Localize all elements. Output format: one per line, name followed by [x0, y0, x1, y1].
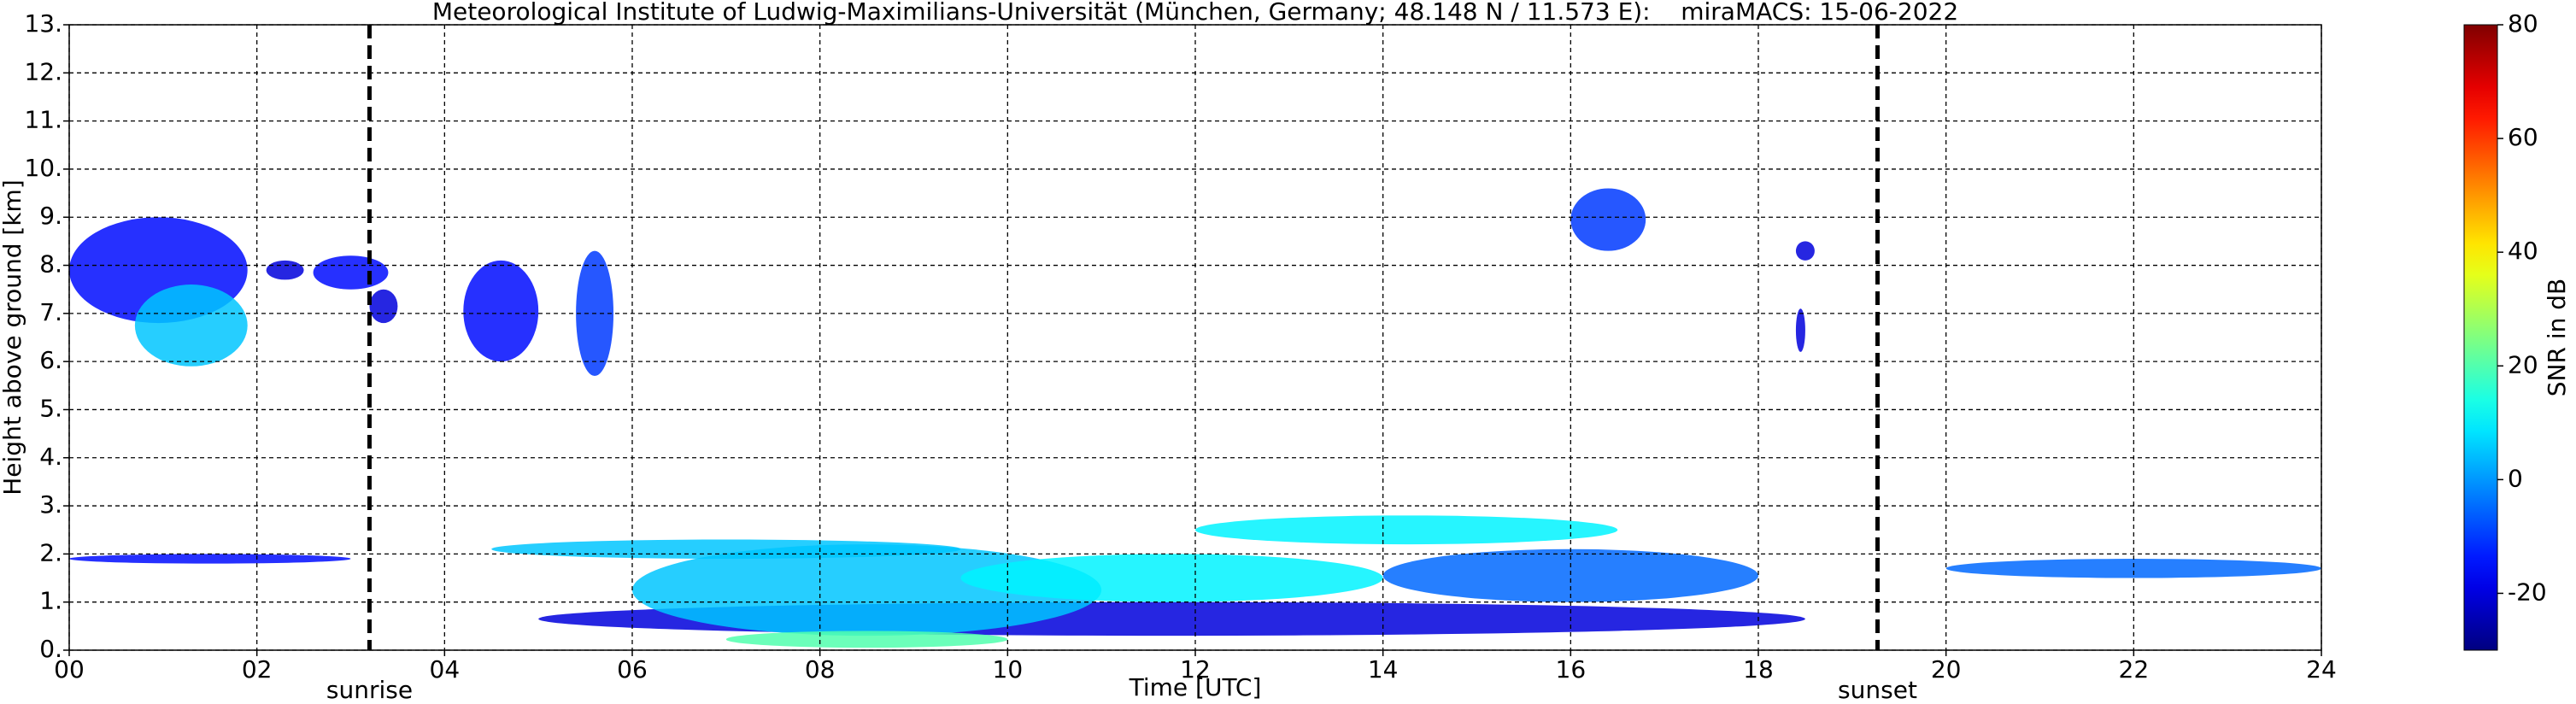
y-tick-label: 13. — [24, 9, 62, 38]
x-tick-label: 14 — [1368, 655, 1399, 683]
y-tick-label: 7. — [39, 298, 62, 326]
echo-region — [313, 255, 389, 290]
colorbar — [2463, 24, 2498, 651]
echo-region — [369, 289, 398, 324]
echo-region — [1945, 559, 2321, 578]
y-tick-label: 6. — [39, 346, 62, 374]
y-tick-label: 3. — [39, 490, 62, 519]
x-tick-label: 06 — [617, 655, 648, 683]
x-tick-label: 22 — [2119, 655, 2150, 683]
x-tick-label: 24 — [2306, 655, 2337, 683]
y-tick-label: 9. — [39, 202, 62, 230]
echo-region — [725, 631, 1008, 648]
colorbar-tick-label: 20 — [2508, 350, 2538, 378]
x-tick-label: 08 — [805, 655, 836, 683]
x-tick-label: 12 — [1180, 655, 1211, 683]
colorbar-label: SNR in dB — [2543, 279, 2571, 396]
y-tick-label: 4. — [39, 443, 62, 471]
y-tick-label: 8. — [39, 250, 62, 279]
echo-region — [1795, 241, 1815, 261]
plot-frame — [68, 24, 2322, 651]
x-tick-label: 18 — [1743, 655, 1774, 683]
echo-region — [134, 285, 248, 367]
echo-region — [1570, 188, 1646, 251]
echo-region — [1195, 515, 1618, 545]
echo-region — [1795, 308, 1805, 352]
y-tick-label: 0. — [39, 635, 62, 663]
x-tick-label: 00 — [54, 655, 85, 683]
colorbar-tick-label: 60 — [2508, 123, 2538, 151]
echo-region — [1382, 549, 1758, 602]
echo-region — [69, 554, 351, 564]
echo-region — [960, 554, 1383, 602]
colorbar-tick-label: 0 — [2508, 464, 2523, 492]
colorbar-tick-label: -20 — [2508, 578, 2547, 606]
y-tick-label: 5. — [39, 394, 62, 422]
x-tick-label: 04 — [430, 655, 461, 683]
x-tick-label: 16 — [1556, 655, 1587, 683]
x-axis-label: Time [UTC] — [1129, 673, 1262, 701]
annotation-label: sunset — [1838, 676, 1917, 704]
x-tick-label: 20 — [1931, 655, 1962, 683]
x-tick-label: 10 — [993, 655, 1024, 683]
y-tick-label: 10. — [24, 154, 62, 182]
chart-title: Meteorological Institute of Ludwig-Maxim… — [432, 0, 1958, 26]
y-tick-label: 2. — [39, 538, 62, 566]
y-tick-label: 11. — [24, 106, 62, 134]
y-tick-label: 12. — [24, 57, 62, 85]
echo-region — [266, 260, 304, 280]
y-tick-label: 1. — [39, 587, 62, 615]
y-axis-label: Height above ground [km] — [0, 179, 26, 496]
annotation-label: sunrise — [326, 676, 413, 704]
echo-region — [463, 260, 539, 362]
colorbar-tick-label: 40 — [2508, 237, 2538, 265]
colorbar-tick-label: 80 — [2508, 9, 2538, 38]
x-tick-label: 02 — [242, 655, 273, 683]
